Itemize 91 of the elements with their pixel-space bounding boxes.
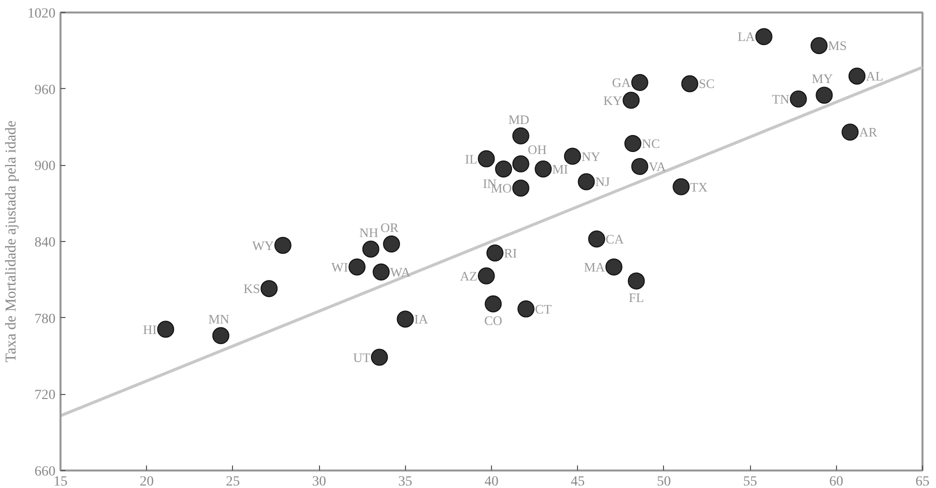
point [157,320,174,338]
x-tick-label: 30 [312,474,326,488]
data-label: KS [243,281,260,296]
x-tick-label: 35 [398,474,412,488]
data-label: HI [142,322,157,337]
data-label: NY [582,148,601,164]
data-label: NC [642,136,660,152]
point [212,327,230,344]
point [605,258,622,276]
data-label: SC [698,76,715,92]
data-label: UT [353,350,370,365]
point [624,135,642,152]
point [372,264,390,281]
point [478,150,495,168]
data-label: WI [331,259,348,274]
point [628,272,645,290]
y-tick-label: 780 [34,312,56,327]
point [348,258,366,276]
data-label: TX [690,179,708,194]
point [631,158,648,175]
point [512,127,530,144]
y-axis-title: Taxa de Mortalidade ajustada pela idade [4,120,20,362]
data-label: OH [528,142,547,157]
point [842,124,859,141]
point [517,300,534,318]
point [848,68,866,85]
data-label: MN [208,312,230,327]
point [622,92,640,109]
point [564,148,582,165]
point [588,230,606,248]
data-label: CO [484,312,502,328]
x-tick-label: 25 [226,474,240,488]
data-label: NH [359,225,378,240]
point [681,75,698,92]
y-tick-label: 960 [34,82,56,98]
point [512,155,530,172]
x-tick-label: 40 [484,474,498,488]
point [274,236,292,254]
point [816,86,833,104]
x-tick-label: 50 [656,474,671,488]
data-label: VA [648,158,666,174]
data-label: KY [603,92,623,108]
data-label: AZ [460,268,478,284]
point [370,348,388,366]
point [260,280,278,298]
y-tick-label: 900 [34,159,56,174]
data-label: WY [252,238,275,253]
point [383,236,400,253]
data-label: IA [414,312,429,327]
data-label: GA [612,74,632,90]
point [478,267,495,284]
point [631,74,648,91]
x-tick-label: 20 [140,474,154,488]
data-label: RI [504,245,517,260]
data-label: AR [859,124,878,140]
point [534,160,552,178]
x-tick-label: 55 [743,474,758,488]
data-label: TN [772,92,790,107]
point [486,244,504,262]
point [755,28,772,46]
x-tick-label: 15 [54,474,68,488]
data-label: IL [465,151,478,166]
point [790,90,807,108]
point [578,173,595,190]
point [495,160,512,178]
data-label: AL [866,68,884,84]
data-label: CA [606,231,624,246]
point [512,180,530,197]
x-tick-label: 45 [570,474,585,488]
data-label: MY [812,71,834,86]
y-tick-label: 660 [34,464,56,480]
data-label: LA [738,29,756,44]
point [362,240,380,258]
x-tick-label: 60 [829,474,844,488]
data-label: MI [552,161,568,176]
data-label: FL [628,290,644,305]
y-tick-label: 1020 [28,6,56,22]
data-label: MA [584,259,606,274]
data-label: WA [390,264,411,280]
point [484,295,502,312]
y-tick-label: 840 [34,236,56,250]
data-label: CT [534,301,552,316]
point [810,37,828,54]
y-tick-label: 720 [34,388,56,404]
data-label: MD [508,112,530,127]
data-label: OR [380,220,399,236]
data-label: MS [828,38,847,54]
data-label: NJ [595,174,610,190]
point [396,310,414,328]
x-tick-label: 65 [916,474,930,488]
point [672,178,690,196]
